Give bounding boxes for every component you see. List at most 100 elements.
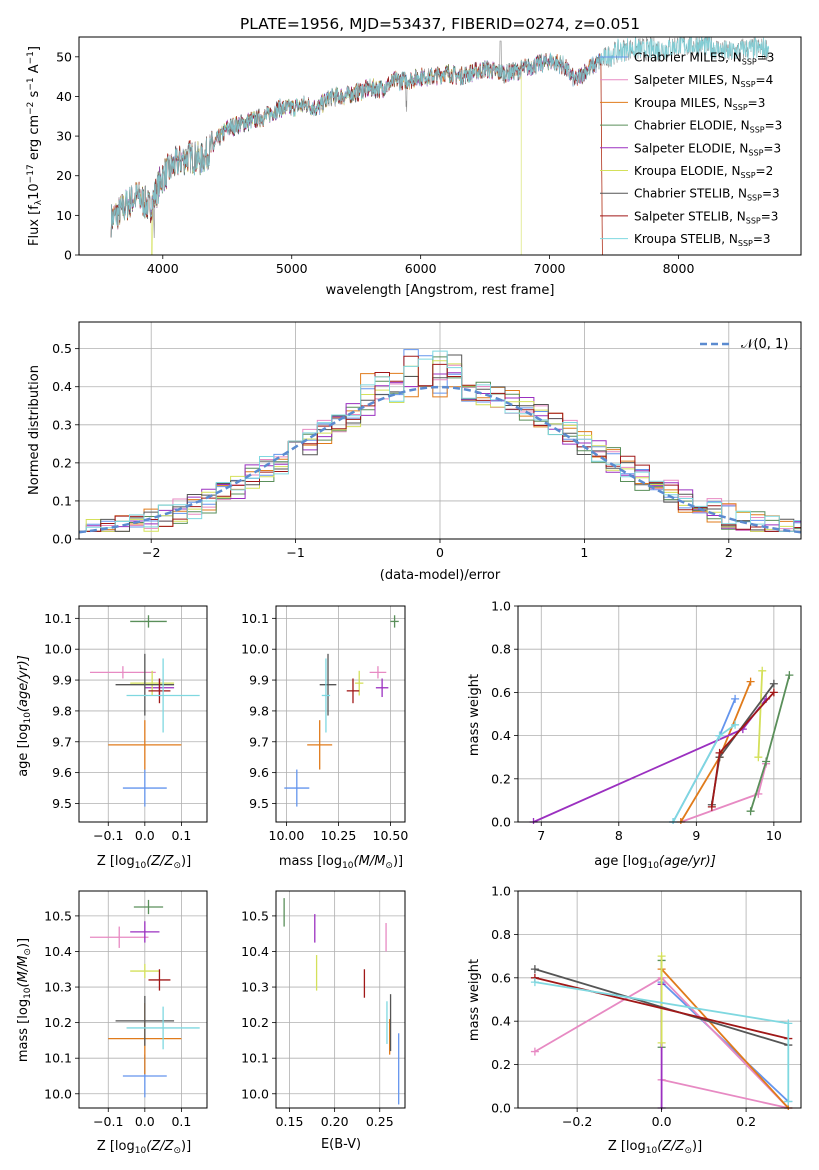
weight-series xyxy=(672,724,736,823)
age-z-ylabel: age [log10(age/yr)] xyxy=(16,655,33,777)
y-tick-label: 10.2 xyxy=(44,1015,72,1030)
x-tick-label: 0.2 xyxy=(736,1114,756,1129)
weight-marker xyxy=(530,965,539,974)
y-tick-label: 9.5 xyxy=(249,796,269,811)
y-tick-label: 10.5 xyxy=(44,908,72,923)
y-tick-label: 10.1 xyxy=(241,1051,269,1066)
age-z-xlabel: Z [log10(Z/Z⊙)] xyxy=(97,854,191,871)
y-tick-label: 10.3 xyxy=(241,980,269,995)
weight-marker xyxy=(769,688,778,697)
y-tick-label: 9.9 xyxy=(52,673,72,688)
y-tick-label: 10.0 xyxy=(44,1086,72,1101)
legend-entry: Kroupa MILES, NSSP=3 xyxy=(634,96,765,112)
weight-marker xyxy=(731,720,740,729)
weight-marker xyxy=(785,671,794,680)
panel-frame xyxy=(78,605,208,823)
y-tick-label: 40 xyxy=(56,89,72,104)
y-tick-label: 10.1 xyxy=(44,1051,72,1066)
weight-series xyxy=(710,691,775,808)
x-tick-label: 10.25 xyxy=(321,828,357,843)
y-tick-label: 20 xyxy=(56,168,72,183)
x-tick-label: −1 xyxy=(286,545,304,560)
model-spectrum xyxy=(110,53,602,238)
weight-marker xyxy=(657,1038,666,1047)
y-tick-label: 0.6 xyxy=(491,685,511,700)
mass-z-ylabel: mass [log10(M/M⊙)] xyxy=(16,938,33,1062)
x-tick-label: 1 xyxy=(580,545,588,560)
age-vs-mass-panel: 10.00 10.25 10.50 9.5 9.6 9.7 9.8 9.9 10.0 10.1 xyxy=(241,605,409,843)
model-spectrum xyxy=(110,37,770,238)
age-vs-z-panel: −0.1 0.0 0.1 9.5 9.6 9.7 9.8 9.9 10.0 10.1 xyxy=(44,605,208,843)
x-tick-label: 10 xyxy=(766,828,782,843)
y-tick-label: 0.4 xyxy=(491,1014,511,1029)
y-tick-label: 1.0 xyxy=(491,884,511,899)
weight-marker xyxy=(715,748,724,757)
mass-ebv-xlabel: E(B-V) xyxy=(321,1137,361,1152)
weight-series xyxy=(757,670,764,758)
weight-marker xyxy=(762,757,771,766)
weight-marker xyxy=(731,694,740,703)
legend-entry: Chabrier ELODIE, NSSP=3 xyxy=(634,119,782,135)
weight-marker xyxy=(530,978,539,987)
model-spectrum xyxy=(110,59,522,255)
panel-frame xyxy=(517,605,802,823)
spectrum-panel: 4000 5000 6000 7000 8000 0 10 20 30 40 50 waveleng… xyxy=(26,36,802,298)
x-tick-label: 7 xyxy=(537,828,545,843)
x-tick-label: 10.50 xyxy=(373,828,409,843)
y-tick-label: 0.0 xyxy=(491,815,511,830)
x-tick-label: 8 xyxy=(615,828,623,843)
legend-entry: Chabrier MILES, NSSP=3 xyxy=(634,51,774,67)
mass-vs-z-panel: −0.1 0.0 0.1 10.0 10.1 10.2 10.3 10.4 10.5 xyxy=(44,890,208,1129)
x-tick-label: −0.2 xyxy=(562,1114,592,1129)
legend-entry: Salpeter MILES, NSSP=4 xyxy=(634,73,773,89)
y-tick-label: 0.1 xyxy=(52,493,72,508)
model-spectrum xyxy=(110,53,602,238)
y-tick-label: 10.3 xyxy=(44,980,72,995)
weight-marker xyxy=(657,952,666,961)
y-tick-label: 10.4 xyxy=(241,944,269,959)
x-tick-label: 0.1 xyxy=(171,1114,191,1129)
weight-series xyxy=(534,976,789,1040)
y-tick-label: 0.8 xyxy=(491,927,511,942)
residual-histogram-panel: −2 −1 0 1 2 0.0 0.1 0.2 0.3 0.4 0.5 (data-model)/e… xyxy=(27,321,802,583)
y-tick-label: 9.9 xyxy=(249,673,269,688)
spectrum-lines xyxy=(110,37,770,255)
weight-marker xyxy=(707,802,716,811)
spectrum-ticks: 4000 5000 6000 7000 8000 0 10 20 30 40 50 xyxy=(56,49,694,276)
weight-marker xyxy=(784,1019,793,1028)
x-tick-label: 0.0 xyxy=(135,828,155,843)
x-tick-label: −0.1 xyxy=(93,828,123,843)
legend-entry: Kroupa ELODIE, NSSP=2 xyxy=(634,164,773,180)
x-tick-label: 0.20 xyxy=(321,1114,349,1129)
y-tick-label: 0.4 xyxy=(52,379,72,394)
weight-marker xyxy=(758,666,767,675)
y-tick-label: 0.6 xyxy=(491,970,511,985)
y-tick-label: 0.2 xyxy=(491,1057,511,1072)
histogram-series xyxy=(79,356,801,532)
y-tick-label: 10.2 xyxy=(241,1015,269,1030)
weight-vs-age-panel: 7 8 9 10 0.0 0.2 0.4 0.6 0.8 1.0 xyxy=(491,599,802,843)
histogram-steps xyxy=(79,349,801,534)
histogram-ticks: −2 −1 0 1 2 0.0 0.1 0.2 0.3 0.4 0.5 xyxy=(52,341,733,560)
normal-curve xyxy=(79,385,801,534)
y-tick-label: 10.4 xyxy=(44,944,72,959)
weight-marker xyxy=(769,679,778,688)
y-tick-label: 10.1 xyxy=(241,611,269,626)
histogram-xlabel: (data-model)/error xyxy=(380,568,501,583)
y-tick-label: 0.2 xyxy=(491,771,511,786)
model-spectrum xyxy=(110,55,602,238)
weight-marker xyxy=(784,1097,793,1106)
weight-z-xlabel: Z [log10(Z/Z⊙)] xyxy=(608,1139,702,1156)
weight-marker xyxy=(530,1047,539,1056)
legend-entry: Chabrier STELIB, NSSP=3 xyxy=(634,187,780,203)
age-mass-xlabel: mass [log10(M/M⊙)] xyxy=(279,854,403,871)
y-tick-label: 10.0 xyxy=(44,642,72,657)
panel-frame xyxy=(78,890,208,1109)
mass-vs-ebv-panel: 0.15 0.20 0.25 10.0 10.1 10.2 10.3 10.4 10.5 xyxy=(241,890,406,1129)
legend-entry: Salpeter STELIB, NSSP=3 xyxy=(634,209,778,225)
spectrum-frame xyxy=(78,36,802,256)
weight-marker xyxy=(746,677,755,686)
model-spectrum xyxy=(110,52,602,238)
x-tick-label: 10.00 xyxy=(269,828,305,843)
